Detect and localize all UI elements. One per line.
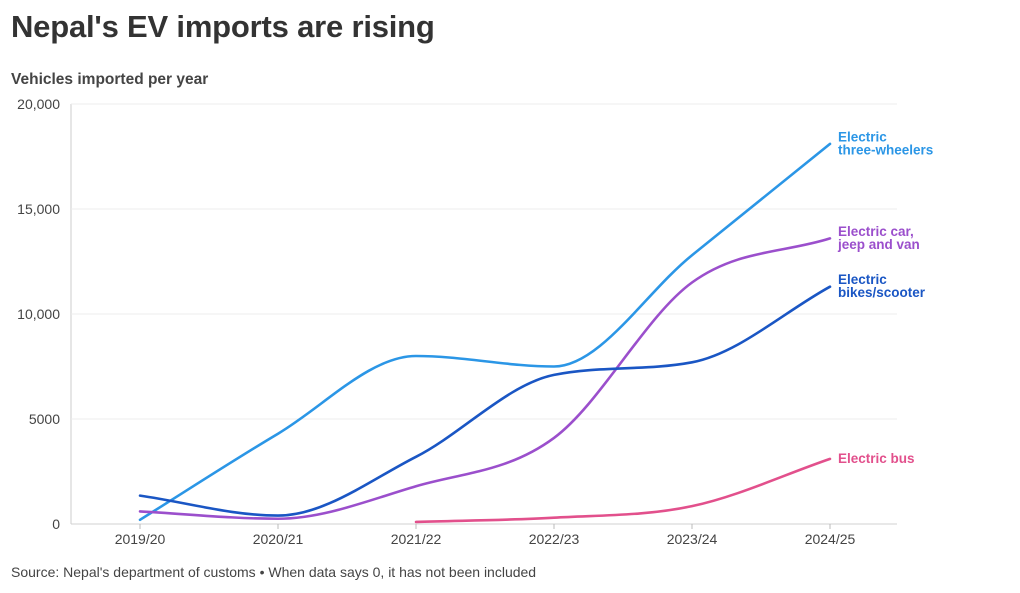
x-axis-ticks: 2019/20 2020/21 2021/22 2022/23 2023/24 2024/… <box>115 524 856 547</box>
y-axis-label: Vehicles imported per year <box>11 71 209 88</box>
series-label: jeep and van <box>837 237 920 252</box>
series-line-2 <box>138 285 832 517</box>
source-note: Source: Nepal's department of customs • … <box>11 564 537 580</box>
x-tick-label: 2019/20 <box>115 531 166 547</box>
y-tick-label: 5000 <box>29 411 60 427</box>
series-label: Electric <box>838 129 887 144</box>
series-line-3 <box>414 457 832 524</box>
series-label: bikes/scooter <box>838 285 926 300</box>
series-line-0 <box>138 142 832 522</box>
series-line-1 <box>138 237 832 521</box>
y-tick-label: 15,000 <box>17 201 60 217</box>
gridlines <box>70 103 897 525</box>
y-axis-ticks: 0 5000 10,000 15,000 20,000 <box>17 96 60 532</box>
y-tick-label: 10,000 <box>17 306 60 322</box>
y-tick-label: 0 <box>52 516 60 532</box>
x-tick-label: 2024/25 <box>805 531 856 547</box>
series-label: Electric <box>838 272 887 287</box>
series-label: three-wheelers <box>838 142 933 157</box>
series-label: Electric car, <box>838 224 914 239</box>
x-tick-label: 2021/22 <box>391 531 442 547</box>
x-tick-label: 2022/23 <box>529 531 580 547</box>
x-tick-label: 2020/21 <box>253 531 304 547</box>
series-label: Electric bus <box>838 451 915 466</box>
series-lines <box>138 142 832 524</box>
chart-title: Nepal's EV imports are rising <box>11 9 435 44</box>
x-tick-label: 2023/24 <box>667 531 718 547</box>
y-tick-label: 20,000 <box>17 96 60 112</box>
